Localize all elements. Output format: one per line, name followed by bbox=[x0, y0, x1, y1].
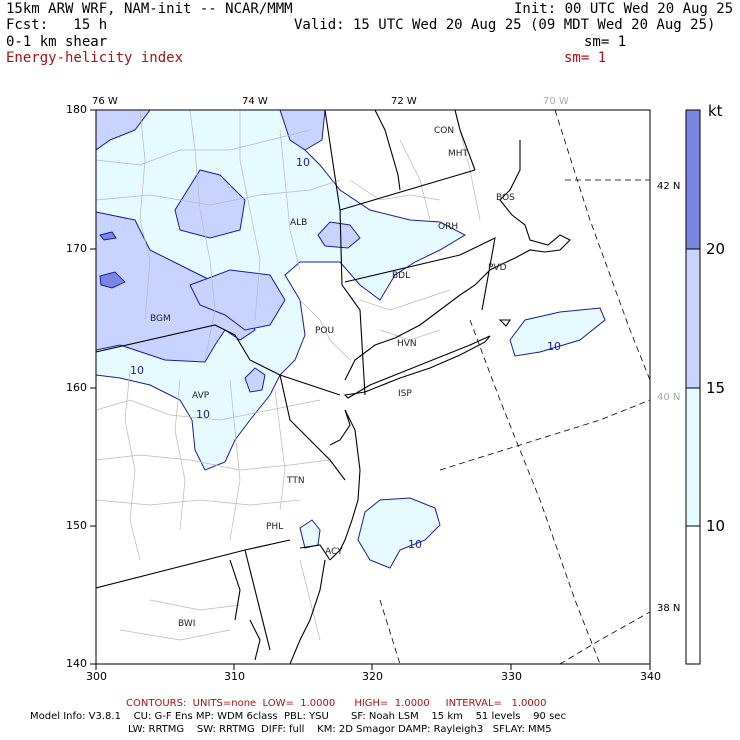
shear-shade-15 bbox=[244, 367, 266, 393]
field-ehi: Energy-helicity index bbox=[6, 50, 184, 66]
county-borders bbox=[96, 110, 481, 641]
station-label: BGM bbox=[150, 314, 171, 324]
lon-label: 72 W bbox=[391, 96, 417, 107]
station-label: PHL bbox=[266, 522, 283, 532]
station-label: HVN bbox=[397, 339, 417, 349]
shear-shade-15 bbox=[96, 211, 256, 363]
station-label: BDL bbox=[392, 271, 410, 281]
lon-label: 74 W bbox=[242, 96, 268, 107]
contour-label: 10 bbox=[547, 340, 561, 353]
colorbar-swatch bbox=[686, 110, 700, 249]
colorbar-swatch bbox=[686, 249, 700, 388]
station-label: TTN bbox=[286, 476, 305, 486]
model-info-line2: LW: RRTMG SW: RRTMG DIFF: full KM: 2D Sm… bbox=[128, 724, 552, 735]
model-title: 15km ARW WRF, NAM-init -- NCAR/MMM bbox=[6, 1, 293, 17]
contours-info: CONTOURS: UNITS=none LOW= 1.0000 HIGH= 1… bbox=[126, 698, 547, 709]
x-tick: 330 bbox=[501, 670, 522, 683]
contour-label: 10 bbox=[130, 364, 144, 377]
lat-label: 40 N bbox=[657, 392, 680, 403]
shear-shade-20 bbox=[99, 271, 126, 289]
coastline bbox=[229, 140, 571, 664]
shear-shade-10 bbox=[357, 497, 441, 569]
shear-shade-15 bbox=[174, 169, 246, 239]
lon-label: 70 W bbox=[543, 96, 569, 107]
contour-label: 10 bbox=[408, 538, 422, 551]
colorbar-swatch bbox=[686, 388, 700, 526]
station-label: AVP bbox=[192, 391, 210, 401]
shear-shade-15 bbox=[279, 110, 326, 151]
state-borders bbox=[96, 110, 496, 651]
shear-shade-15 bbox=[317, 221, 361, 249]
x-tick: 320 bbox=[362, 670, 383, 683]
map-frame bbox=[95, 109, 651, 665]
x-tick: 300 bbox=[86, 670, 107, 683]
contour-label: 10 bbox=[296, 156, 310, 169]
station-label: CON bbox=[434, 126, 454, 136]
colorbar-level: 20 bbox=[706, 240, 726, 258]
latlon-labels: 76 W 74 W 72 W 70 W 42 N 40 N 38 N bbox=[92, 96, 680, 614]
smoothing-ehi: sm= 1 bbox=[564, 50, 607, 66]
station-label: ALB bbox=[290, 218, 307, 228]
station-label: MHT bbox=[448, 149, 469, 159]
x-tick: 340 bbox=[640, 670, 661, 683]
valid-time: Valid: 15 UTC Wed 20 Aug 25 (09 MDT Wed … bbox=[294, 17, 716, 33]
station-label: BOS bbox=[496, 193, 515, 203]
shear-shade-15 bbox=[96, 110, 151, 151]
init-time: Init: 00 UTC Wed 20 Aug 25 bbox=[514, 1, 734, 17]
colorbar-swatch bbox=[686, 526, 700, 664]
station-label: BWI bbox=[178, 619, 195, 629]
lat-label: 38 N bbox=[657, 603, 680, 614]
forecast-hour: Fcst: 15 h bbox=[6, 17, 108, 33]
station-label: PVD bbox=[488, 263, 507, 273]
shear-shade-15 bbox=[189, 269, 286, 331]
shear-shade-10 bbox=[509, 307, 606, 357]
station-label: ISP bbox=[398, 389, 412, 399]
y-tick: 160 bbox=[66, 381, 87, 394]
colorbar-unit: kt bbox=[708, 102, 723, 120]
lon-label: 76 W bbox=[92, 96, 118, 107]
y-tick: 180 bbox=[66, 103, 87, 116]
model-info-line1: Model Info: V3.8.1 CU: G-F Ens MP: WDM 6… bbox=[30, 711, 566, 722]
field-shear: 0-1 km shear bbox=[6, 34, 108, 50]
y-tick: 150 bbox=[66, 519, 87, 532]
y-tick: 170 bbox=[66, 242, 87, 255]
frame-ticks bbox=[90, 109, 651, 670]
colorbar bbox=[685, 109, 701, 665]
contour-labels: 10 10 10 10 10 bbox=[130, 156, 561, 551]
colorbar-level: 15 bbox=[706, 379, 726, 397]
shear-shade-20 bbox=[99, 231, 117, 241]
contour-label: 10 bbox=[196, 408, 210, 421]
latlon-grid bbox=[379, 110, 650, 664]
shear-shade-10 bbox=[299, 519, 321, 549]
y-tick: 140 bbox=[66, 657, 87, 670]
station-labels: CON MHT BOS ALB ORH PVD BDL BGM POU HVN … bbox=[150, 126, 515, 629]
station-label: POU bbox=[315, 326, 334, 336]
lat-label: 42 N bbox=[657, 181, 680, 192]
x-tick: 310 bbox=[224, 670, 245, 683]
station-label: ORH bbox=[438, 222, 458, 232]
colorbar-level: 10 bbox=[706, 517, 726, 535]
station-label: ACY bbox=[325, 547, 343, 557]
smoothing-shear: sm= 1 bbox=[584, 34, 627, 50]
